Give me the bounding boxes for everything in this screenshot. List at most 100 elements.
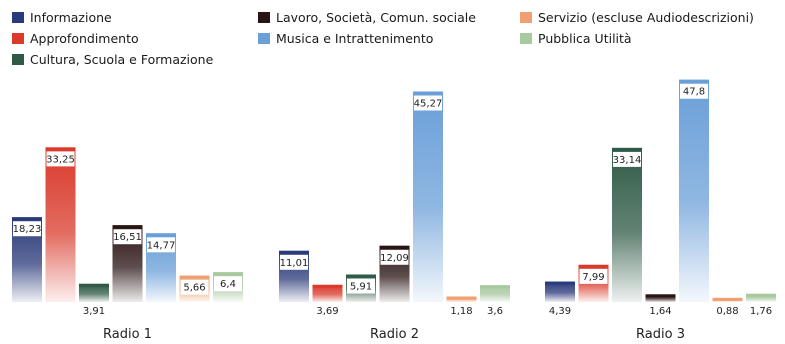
legend-item-informazione: Informazione bbox=[12, 10, 112, 25]
value-label-radio-2-servizio-escluse-audiodescrizioni: 1,18 bbox=[450, 306, 472, 317]
value-label-radio-2-lavoro-societa-comun-sociale: 12,09 bbox=[380, 253, 409, 264]
value-label-radio-2-approfondimento: 3,69 bbox=[316, 306, 338, 317]
legend-swatch bbox=[12, 33, 24, 44]
bar-cap-radio-3-pubblica-utilita bbox=[746, 293, 776, 297]
bars-group bbox=[12, 79, 776, 302]
bar-cap-radio-2-approfondimento bbox=[312, 284, 343, 288]
value-label-box bbox=[313, 303, 342, 318]
bar-radio-3-informazione bbox=[545, 281, 575, 302]
value-label-radio-1-pubblica-utilita: 6,4 bbox=[220, 279, 236, 290]
value-label-box bbox=[13, 221, 41, 237]
bar-cap-radio-2-informazione bbox=[279, 250, 309, 254]
value-label-radio-1-lavoro-societa-comun-sociale: 16,51 bbox=[113, 232, 142, 243]
value-label-box bbox=[447, 303, 476, 318]
category-labels-group: Radio 1 Radio 2 Radio 3 bbox=[103, 327, 685, 342]
legend-swatch bbox=[12, 54, 24, 65]
value-label-radio-3-informazione: 4,39 bbox=[549, 306, 571, 317]
value-labels-group: 18,23 33,25 3,91 16,51 14,77 5,66 6,4 11,01 3,69… bbox=[13, 83, 775, 318]
legend-item-servizio: Servizio (escluse Audiodescrizioni) bbox=[520, 10, 754, 25]
bar-cap-radio-1-approfondimento bbox=[45, 147, 76, 151]
value-label-box bbox=[347, 278, 375, 294]
value-label-radio-1-servizio-escluse-audiodescrizioni: 5,66 bbox=[183, 283, 205, 294]
bar-cap-radio-2-pubblica-utilita bbox=[480, 285, 510, 289]
legend-swatch bbox=[258, 12, 270, 23]
bar-cap-radio-2-musica-e-intrattenimento bbox=[413, 91, 443, 95]
bar-radio-1-approfondimento bbox=[45, 147, 76, 302]
bar-cap-radio-3-musica-e-intrattenimento bbox=[679, 79, 709, 83]
value-label-box bbox=[280, 254, 308, 270]
value-label-box bbox=[414, 95, 442, 111]
value-label-box bbox=[481, 303, 509, 318]
legend-label: Lavoro, Società, Comun. sociale bbox=[276, 10, 476, 25]
legend-label: Cultura, Scuola e Formazione bbox=[30, 52, 214, 67]
value-label-radio-1-informazione: 18,23 bbox=[13, 224, 42, 235]
bar-cap-radio-2-lavoro-societa-comun-sociale bbox=[379, 245, 410, 249]
value-label-radio-1-cultura-scuola-e-formazione: 3,91 bbox=[83, 306, 105, 317]
bar-cap-radio-3-approfondimento bbox=[578, 264, 609, 268]
value-label-box bbox=[46, 151, 75, 167]
value-label-radio-1-musica-e-intrattenimento: 14,77 bbox=[147, 240, 176, 251]
value-label-box bbox=[713, 303, 742, 318]
value-label-radio-3-cultura-scuola-e-formazione: 33,14 bbox=[613, 155, 642, 166]
value-label-radio-2-musica-e-intrattenimento: 45,27 bbox=[414, 98, 443, 109]
legend-item-cultura: Cultura, Scuola e Formazione bbox=[12, 52, 213, 67]
bar-radio-1-cultura-scuola-e-formazione bbox=[79, 283, 109, 302]
value-label-radio-1-approfondimento: 33,25 bbox=[46, 154, 75, 165]
value-label-radio-3-approfondimento: 7,99 bbox=[582, 272, 604, 283]
bar-cap-radio-1-lavoro-societa-comun-sociale bbox=[112, 225, 143, 229]
legend-label: Pubblica Utilità bbox=[538, 31, 632, 46]
bar-cap-radio-2-servizio-escluse-audiodescrizioni bbox=[446, 296, 477, 300]
legend-swatch bbox=[520, 12, 532, 23]
value-label-radio-3-musica-e-intrattenimento: 47,8 bbox=[683, 87, 705, 98]
value-label-box bbox=[747, 303, 775, 318]
value-label-radio-3-lavoro-societa-comun-sociale: 1,64 bbox=[649, 306, 671, 317]
value-label-box bbox=[646, 303, 675, 318]
chart-legend: Informazione Approfondimento Cultura, Sc… bbox=[0, 0, 785, 80]
bar-radio-3-cultura-scuola-e-formazione bbox=[612, 147, 642, 302]
legend-swatch bbox=[12, 12, 24, 23]
bar-radio-3-pubblica-utilita bbox=[746, 293, 776, 302]
bar-cap-radio-3-servizio-escluse-audiodescrizioni bbox=[712, 297, 743, 301]
bar-radio-2-pubblica-utilita bbox=[480, 285, 510, 302]
value-label-box bbox=[380, 249, 409, 265]
legend-label: Servizio (escluse Audiodescrizioni) bbox=[538, 10, 754, 25]
value-label-box bbox=[214, 276, 242, 292]
value-label-box bbox=[113, 229, 142, 245]
bar-radio-3-musica-e-intrattenimento bbox=[679, 79, 709, 302]
value-label-radio-2-pubblica-utilita: 3,6 bbox=[487, 306, 503, 317]
bar-cap-radio-3-informazione bbox=[545, 281, 575, 285]
value-label-box bbox=[579, 268, 608, 284]
value-label-radio-3-servizio-escluse-audiodescrizioni: 0,88 bbox=[716, 306, 738, 317]
legend-swatch bbox=[258, 33, 270, 44]
value-label-box bbox=[147, 237, 175, 253]
value-label-box bbox=[680, 83, 708, 99]
value-label-radio-2-informazione: 11,01 bbox=[280, 258, 309, 269]
value-label-box bbox=[80, 303, 108, 318]
value-label-box bbox=[180, 279, 209, 295]
category-label-radio-2: Radio 2 bbox=[370, 327, 419, 342]
value-label-box bbox=[546, 303, 574, 318]
legend-label: Informazione bbox=[30, 10, 112, 25]
bar-radio-3-lavoro-societa-comun-sociale bbox=[645, 294, 676, 302]
bar-cap-radio-1-pubblica-utilita bbox=[213, 272, 243, 276]
legend-label: Musica e Intrattenimento bbox=[276, 31, 434, 46]
legend-item-lavoro: Lavoro, Società, Comun. sociale bbox=[258, 10, 476, 25]
bar-cap-radio-1-cultura-scuola-e-formazione bbox=[79, 283, 109, 287]
bar-cap-radio-1-informazione bbox=[12, 217, 42, 221]
bar-cap-radio-3-cultura-scuola-e-formazione bbox=[612, 147, 642, 151]
value-label-radio-2-cultura-scuola-e-formazione: 5,91 bbox=[350, 282, 372, 293]
legend-swatch bbox=[520, 33, 532, 44]
legend-label: Approfondimento bbox=[30, 31, 139, 46]
bar-cap-radio-2-cultura-scuola-e-formazione bbox=[346, 274, 376, 278]
bar-radio-2-musica-e-intrattenimento bbox=[413, 91, 443, 302]
legend-item-pubblica-utilita: Pubblica Utilità bbox=[520, 31, 632, 46]
bar-radio-2-approfondimento bbox=[312, 284, 343, 302]
bar-cap-radio-1-musica-e-intrattenimento bbox=[146, 233, 176, 237]
bar-cap-radio-3-lavoro-societa-comun-sociale bbox=[645, 294, 676, 298]
value-label-box bbox=[613, 151, 641, 167]
value-label-radio-3-pubblica-utilita: 1,76 bbox=[750, 306, 772, 317]
category-label-radio-3: Radio 3 bbox=[636, 327, 685, 342]
bar-cap-radio-1-servizio-escluse-audiodescrizioni bbox=[179, 275, 210, 279]
category-label-radio-1: Radio 1 bbox=[103, 327, 152, 342]
